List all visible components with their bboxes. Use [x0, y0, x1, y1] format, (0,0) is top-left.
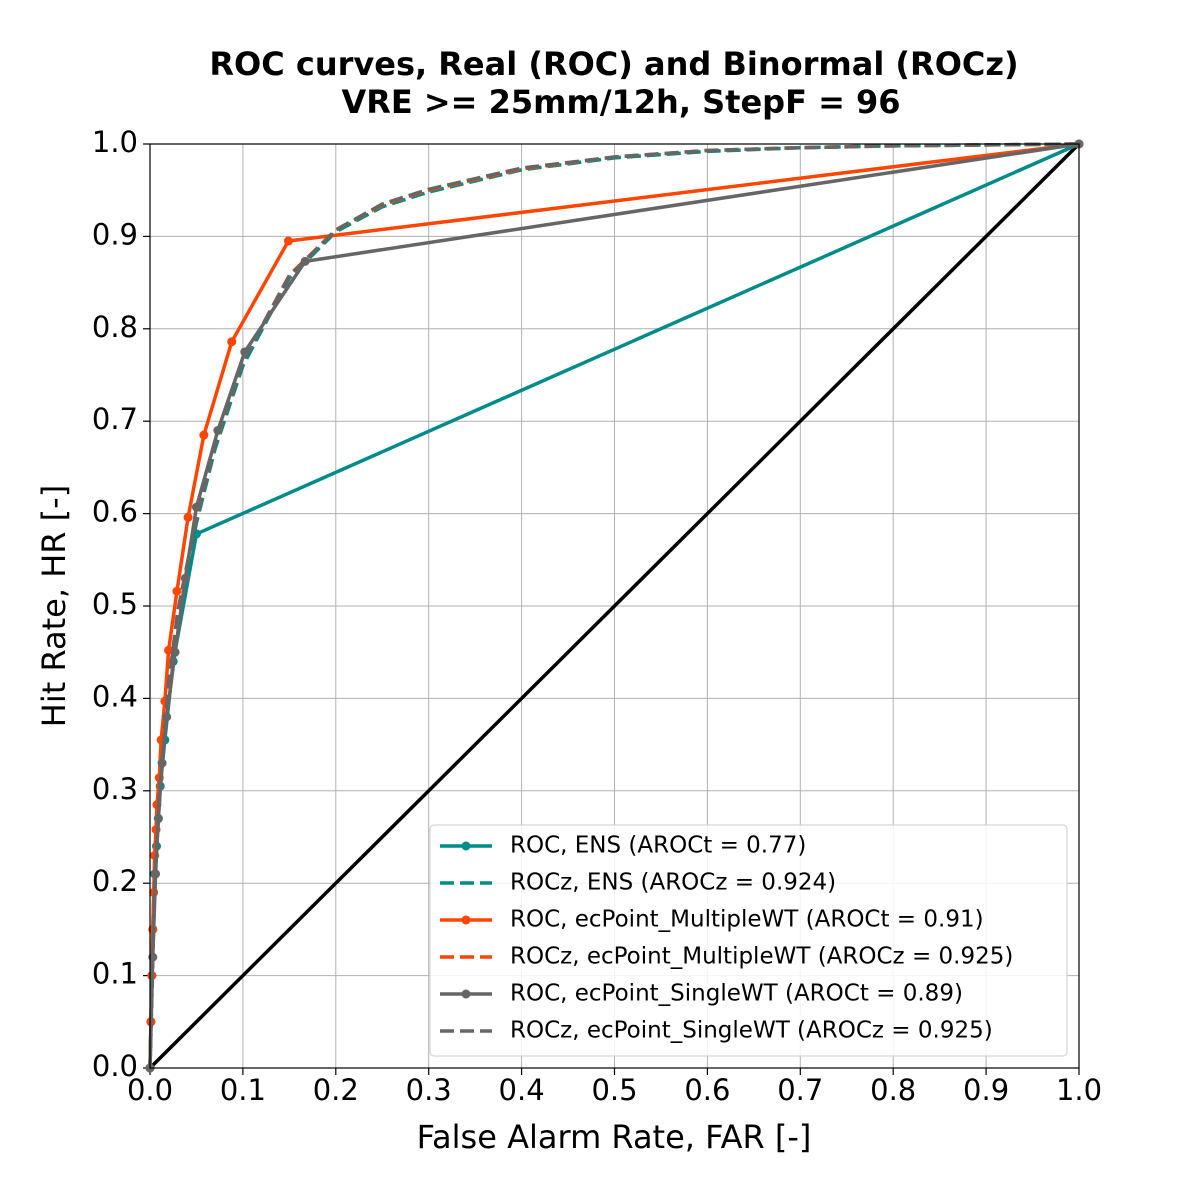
x-tick-label: 1.0	[1056, 1073, 1102, 1107]
legend-label: ROC, ENS (AROCt = 0.77)	[510, 833, 806, 859]
y-tick-label: 0.4	[92, 679, 138, 713]
y-axis-label: Hit Rate, HR [-]	[35, 485, 73, 727]
roc-line	[148, 142, 1080, 1069]
x-tick-label: 0.2	[313, 1073, 359, 1107]
y-tick-label: 0.1	[92, 957, 138, 991]
point	[227, 337, 237, 347]
point	[283, 236, 293, 246]
legend-label: ROC, ecPoint_SingleWT (AROCt = 0.89)	[510, 981, 963, 1007]
legend-marker	[461, 989, 471, 999]
x-tick-label: 0.7	[777, 1073, 823, 1107]
roc-line	[148, 142, 1080, 1069]
legend-marker	[461, 915, 471, 925]
legend-label: ROCz, ENS (AROCz = 0.924)	[510, 870, 836, 896]
x-tick-label: 0.6	[684, 1073, 730, 1107]
x-tick-label: 0.1	[220, 1073, 266, 1107]
diagonal	[148, 142, 1081, 1070]
x-axis-label: False Alarm Rate, FAR [-]	[417, 1118, 812, 1156]
point	[170, 647, 180, 657]
point	[183, 512, 193, 522]
legend-box	[429, 824, 1068, 1057]
y-tick-label: 0.2	[92, 864, 138, 898]
x-tick-label: 0.0	[127, 1073, 173, 1107]
y-tick-label: 0.5	[92, 587, 138, 621]
y-tick-label: 1.0	[92, 125, 138, 159]
y-tick-label: 0.8	[92, 310, 138, 344]
legend-label: ROCz, ecPoint_SingleWT (AROCz = 0.925)	[510, 1018, 993, 1044]
y-tick-label: 0.7	[92, 402, 138, 436]
x-tick-label: 0.4	[499, 1073, 545, 1107]
y-tick-label: 0.3	[92, 772, 138, 806]
point	[172, 586, 182, 596]
y-tick-label: 0.6	[92, 495, 138, 529]
chart-subtitle: VRE >= 25mm/12h, StepF = 96	[341, 83, 900, 121]
plot-frame	[149, 143, 1080, 1069]
x-tick-label: 0.9	[963, 1073, 1009, 1107]
y-tick-label: 0.0	[92, 1049, 138, 1083]
y-tick-label: 0.9	[92, 217, 138, 251]
x-tick-label: 0.8	[870, 1073, 916, 1107]
x-tick-label: 0.5	[591, 1073, 637, 1107]
legend-label: ROCz, ecPoint_MultipleWT (AROCz = 0.925)	[510, 944, 1013, 970]
point	[199, 430, 209, 440]
x-tick-label: 0.3	[406, 1073, 452, 1107]
chart-title: ROC curves, Real (ROC) and Binormal (ROC…	[209, 45, 1018, 83]
legend-marker	[461, 841, 471, 851]
legend-label: ROC, ecPoint_MultipleWT (AROCt = 0.91)	[510, 907, 984, 933]
